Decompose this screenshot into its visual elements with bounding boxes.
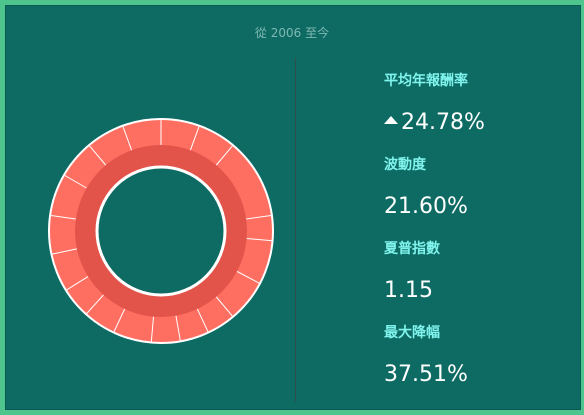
stat-value-max-drawdown: 37.51% xyxy=(384,362,468,387)
donut-segment-separator xyxy=(246,214,272,220)
donut-segment-separator xyxy=(215,144,234,166)
donut-segment-separator xyxy=(215,296,234,318)
donut-hole xyxy=(95,165,227,297)
stats-panel: 平均年報酬率 24.78% 波動度 21.60% 夏普指數 1.15 最大降幅 … xyxy=(384,72,485,408)
performance-donut-chart xyxy=(48,118,274,344)
stat-label-volatility: 波動度 xyxy=(384,157,426,173)
triangle-up-icon xyxy=(384,116,398,124)
stat-label-max-drawdown: 最大降幅 xyxy=(384,325,440,341)
donut-segment-separator xyxy=(88,144,107,166)
donut-segment-separator xyxy=(85,294,104,315)
stat-sharpe: 夏普指數 1.15 xyxy=(384,240,485,324)
donut-segment-separator xyxy=(113,308,126,333)
donut-segment-separator xyxy=(246,237,273,242)
donut-segment-separator xyxy=(122,125,133,151)
performance-card: 平均年報酬率 24.78% 波動度 21.60% 夏普指數 1.15 最大降幅 … xyxy=(5,5,581,410)
stat-volatility: 波動度 21.60% xyxy=(384,156,485,240)
stat-label-annual-return: 平均年報酬率 xyxy=(384,73,468,89)
vertical-divider xyxy=(295,58,296,402)
stat-label-sharpe: 夏普指數 xyxy=(384,241,440,257)
donut-segment-separator xyxy=(63,174,87,189)
donut-segment-separator xyxy=(175,315,181,342)
donut-segment-separator xyxy=(150,316,155,343)
donut-segment-separator xyxy=(50,214,76,220)
donut-segment-separator xyxy=(65,276,89,291)
period-label: 從 2006 至今 xyxy=(254,26,330,40)
stat-annual-return: 平均年報酬率 24.78% xyxy=(384,72,485,156)
donut-segment-separator xyxy=(236,270,261,285)
stat-max-drawdown: 最大降幅 37.51% xyxy=(384,324,485,408)
stat-value-annual-return: 24.78% xyxy=(401,110,485,135)
stat-value-volatility: 21.60% xyxy=(384,194,468,219)
donut-segment-separator xyxy=(196,308,209,333)
stat-value-sharpe: 1.15 xyxy=(384,278,433,303)
donut-segment-separator xyxy=(51,248,77,255)
donut-segment-separator xyxy=(189,125,200,151)
